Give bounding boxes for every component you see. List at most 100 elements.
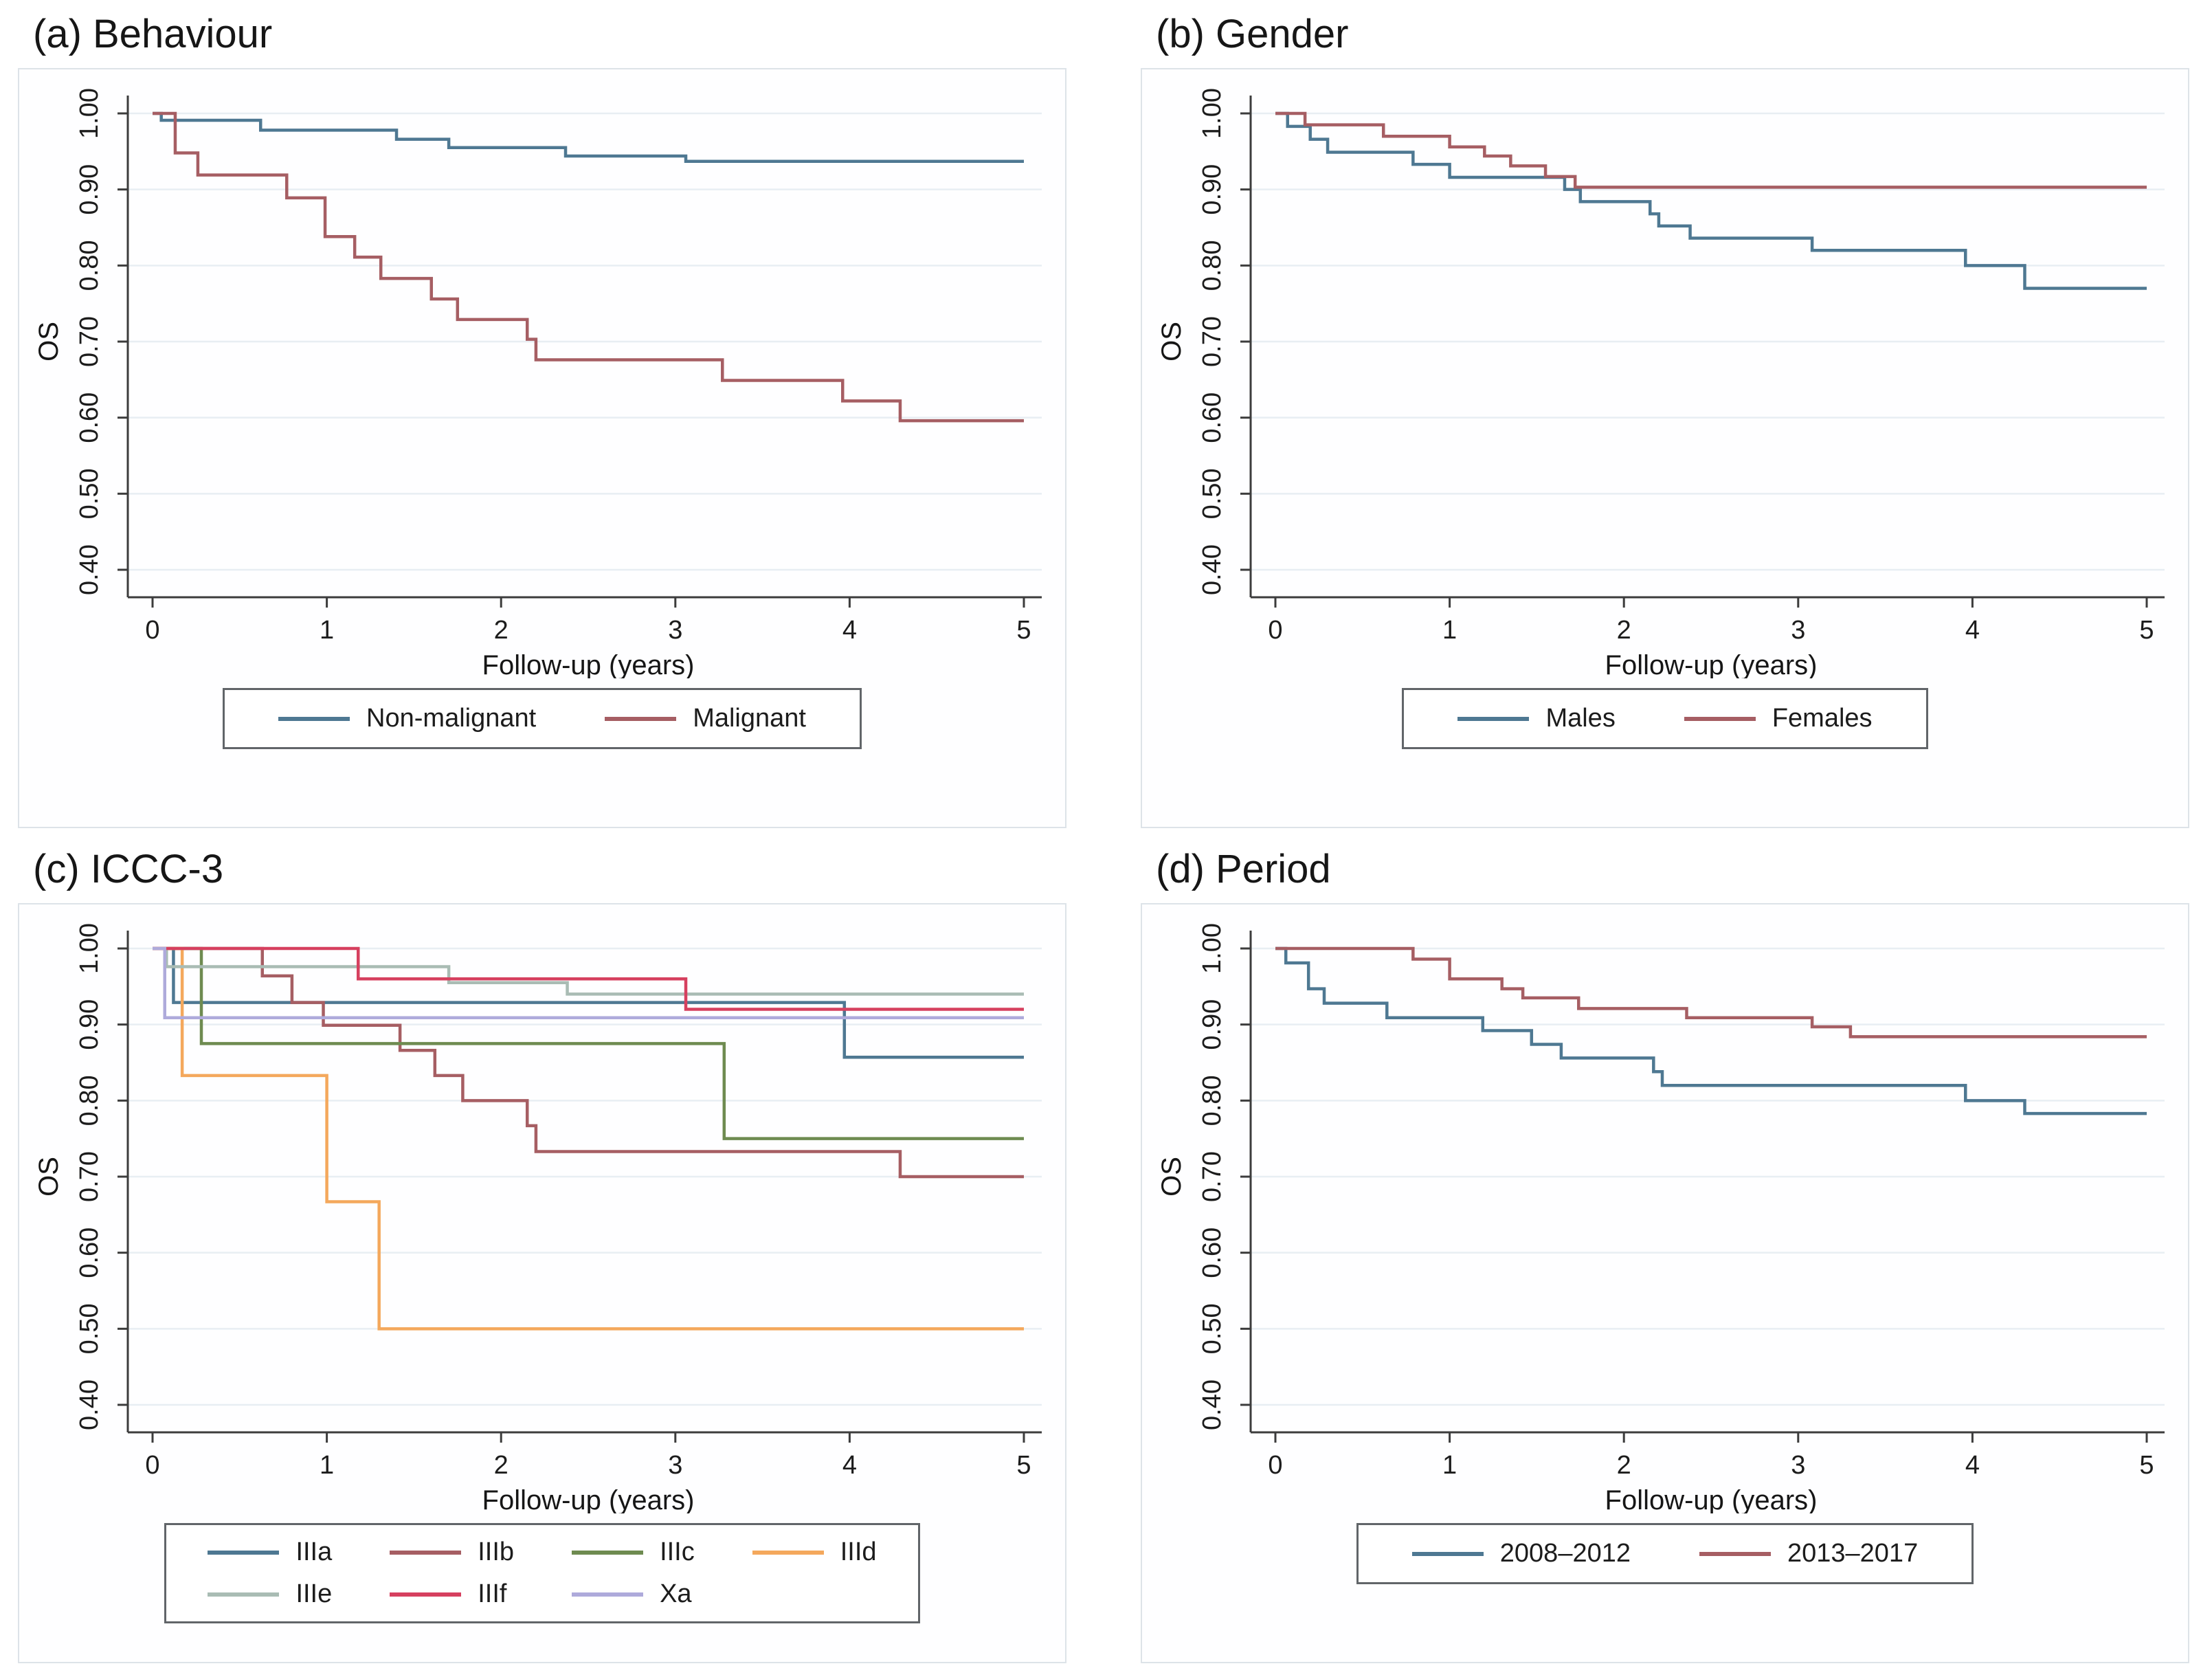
legend-label: IIIb (478, 1537, 515, 1566)
series-line-2008–2012 (1275, 946, 2147, 1115)
x-tick-label: 1 (1442, 616, 1457, 645)
x-tick-label: 3 (1791, 616, 1805, 645)
x-tick-label: 5 (2139, 1451, 2154, 1480)
gender-legend: Males Females (1402, 688, 1928, 749)
behaviour-legend: Non-malignant Malignant (223, 688, 862, 749)
x-axis-title: Follow-up (years) (1605, 1485, 1818, 1513)
series-line-IIId (153, 946, 1024, 1331)
y-tick-label: 0.80 (75, 1075, 104, 1126)
x-tick-label: 5 (1016, 616, 1031, 645)
y-tick-label: 0.90 (1198, 999, 1227, 1050)
panel-iccc3-title: (c) ICCC-3 (33, 847, 224, 891)
legend-swatch-IIIe (208, 1592, 280, 1597)
y-tick-label: 0.80 (1198, 1075, 1227, 1126)
legend-label: Non-malignant (366, 704, 537, 733)
legend-swatch-IIIc (572, 1550, 644, 1555)
legend-swatch-Males (1457, 716, 1530, 721)
panel-period-title: (d) Period (1156, 847, 1331, 891)
x-tick-label: 1 (1442, 1451, 1457, 1480)
x-tick-label: 4 (1965, 1451, 1980, 1480)
x-tick-label: 2 (494, 616, 509, 645)
x-tick-label: 1 (320, 1451, 334, 1480)
y-tick-label: 1.00 (75, 88, 104, 139)
legend-item-2013–2017: 2013–2017 (1699, 1539, 1918, 1568)
panel-iccc3-plot-area: 0.40 0.50 0.60 0.70 0.80 0.90 1.00 0 1 2 3 4 5 OS Foll… (18, 903, 1066, 1663)
y-tick-label: 1.00 (1198, 88, 1227, 139)
x-tick-label: 2 (1617, 616, 1631, 645)
y-tick-label: 0.60 (75, 392, 104, 443)
y-axis-title: OS (34, 322, 64, 362)
legend-label: IIId (840, 1537, 877, 1566)
legend-item-Males: Males (1457, 704, 1616, 733)
panel-behaviour: (a) Behaviour 0.40 0.50 0.60 0.70 0.80 0.90 1.… (18, 5, 1069, 828)
iccc3-legend: IIIa IIIb IIIc IIId IIIe IIIf Xa (164, 1523, 920, 1623)
x-tick-label: 3 (668, 1451, 682, 1480)
legend-swatch-IIIf (390, 1592, 462, 1597)
x-tick-label: 3 (668, 616, 682, 645)
y-tick-label: 0.50 (75, 468, 104, 519)
y-tick-label: 0.90 (75, 164, 104, 215)
legend-swatch-2013–2017 (1699, 1551, 1771, 1556)
legend-item-IIIb: IIIb (390, 1537, 514, 1567)
y-tick-label: 0.60 (75, 1228, 104, 1278)
x-tick-label: 4 (842, 616, 857, 645)
panel-behaviour-plot-area: 0.40 0.50 0.60 0.70 0.80 0.90 1.00 0 1 2 3 4 5 OS Foll… (18, 68, 1066, 828)
y-tick-label: 0.90 (1198, 164, 1227, 215)
legend-label: Xa (660, 1579, 692, 1608)
x-tick-label: 0 (145, 1451, 159, 1480)
panel-gender-plot-area: 0.40 0.50 0.60 0.70 0.80 0.90 1.00 0 1 2 3 4 5 OS Foll… (1141, 68, 2189, 828)
x-tick-label: 4 (842, 1451, 857, 1480)
y-tick-label: 0.50 (1198, 1303, 1227, 1354)
legend-item-Non-malignant: Non-malignant (278, 704, 536, 733)
series-line-Xa (153, 946, 1024, 1019)
gender-chart: 0.40 0.50 0.60 0.70 0.80 0.90 1.00 0 1 2 3 4 5 OS Foll… (1157, 88, 2165, 678)
y-tick-label: 0.50 (75, 1303, 104, 1354)
y-tick-label: 0.40 (1198, 544, 1227, 595)
y-tick-label: 0.90 (75, 999, 104, 1050)
legend-label: IIIe (295, 1579, 333, 1608)
legend-item-IIIe: IIIe (208, 1579, 332, 1609)
y-tick-label: 0.40 (75, 1379, 104, 1430)
y-tick-label: 0.50 (1198, 468, 1227, 519)
y-tick-label: 0.40 (75, 544, 104, 595)
series-line-IIIf (153, 946, 1024, 1011)
series-line-Males (1275, 111, 2147, 290)
y-tick-label: 0.70 (1198, 316, 1227, 367)
iccc3-chart: 0.40 0.50 0.60 0.70 0.80 0.90 1.00 0 1 2 3 4 5 OS Foll… (34, 923, 1042, 1513)
y-tick-label: 0.80 (75, 240, 104, 291)
y-tick-label: 1.00 (75, 923, 104, 974)
y-axis-title: OS (34, 1157, 64, 1197)
x-tick-label: 0 (1268, 616, 1282, 645)
legend-item-Xa: Xa (572, 1579, 695, 1609)
x-tick-label: 4 (1965, 616, 1980, 645)
panel-period-plot-area: 0.40 0.50 0.60 0.70 0.80 0.90 1.00 0 1 2 3 4 5 OS Foll… (1141, 903, 2189, 1663)
series-line-Malignant (153, 111, 1024, 423)
x-axis-title: Follow-up (years) (482, 650, 695, 678)
legend-swatch-Non-malignant (278, 716, 350, 721)
legend-item-2008–2012: 2008–2012 (1411, 1539, 1631, 1568)
series-line-IIIe (153, 946, 1024, 996)
x-tick-label: 3 (1791, 1451, 1805, 1480)
y-tick-label: 0.80 (1198, 240, 1227, 291)
series-line-IIIa (153, 946, 1024, 1059)
legend-swatch-IIId (752, 1550, 824, 1555)
y-tick-label: 1.00 (1198, 923, 1227, 974)
legend-label: IIIc (660, 1537, 695, 1566)
x-tick-label: 0 (145, 616, 159, 645)
legend-item-IIIc: IIIc (572, 1537, 695, 1567)
panel-behaviour-title: (a) Behaviour (33, 12, 273, 56)
series-line-Non-malignant (153, 111, 1024, 163)
y-tick-label: 0.70 (1198, 1151, 1227, 1202)
x-tick-label: 5 (2139, 616, 2154, 645)
legend-label: Malignant (693, 704, 806, 733)
x-axis-title: Follow-up (years) (1605, 650, 1818, 678)
legend-swatch-Malignant (605, 716, 677, 721)
legend-item-Malignant: Malignant (605, 704, 806, 733)
y-tick-label: 0.60 (1198, 1228, 1227, 1278)
x-tick-label: 1 (320, 616, 334, 645)
legend-item-IIIf: IIIf (390, 1579, 514, 1609)
legend-label: Females (1772, 704, 1873, 733)
legend-label: Males (1545, 704, 1616, 733)
legend-swatch-IIIa (208, 1550, 280, 1555)
